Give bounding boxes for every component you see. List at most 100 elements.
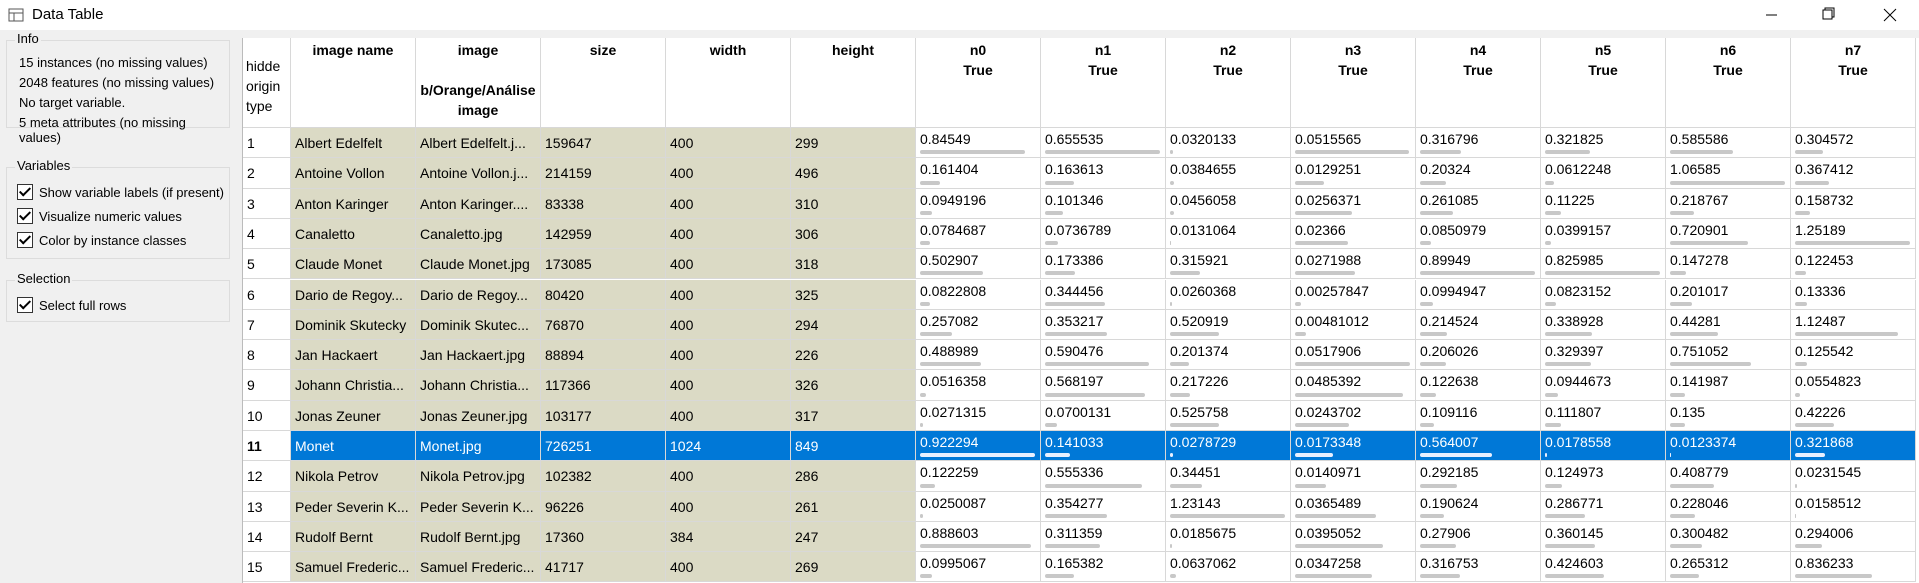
table-cell[interactable]: 0.568197 [1041, 370, 1166, 401]
table-cell[interactable]: 103177 [541, 400, 666, 431]
table-cell[interactable]: 0.292185 [1416, 461, 1541, 492]
row-number[interactable]: 14 [243, 521, 291, 553]
row-number[interactable]: 15 [243, 552, 291, 583]
window-controls[interactable] [1756, 0, 1919, 30]
table-cell[interactable]: 0.0822808 [916, 279, 1041, 310]
table-cell[interactable]: 0.300482 [1666, 521, 1791, 553]
table-cell[interactable]: 0.206026 [1416, 340, 1541, 371]
table-cell[interactable]: 0.836233 [1791, 552, 1916, 583]
table-cell[interactable]: 0.304572 [1791, 128, 1916, 159]
table-cell[interactable]: 400 [666, 218, 791, 250]
table-cell[interactable]: Johann Christia... [291, 370, 416, 401]
table-cell[interactable]: 0.0231545 [1791, 461, 1916, 492]
table-cell[interactable]: 173085 [541, 249, 666, 280]
table-cell[interactable]: 0.141987 [1666, 370, 1791, 401]
table-cell[interactable]: 0.0700131 [1041, 400, 1166, 431]
table-cell[interactable]: Albert Edelfelt.j... [416, 128, 541, 159]
table-cell[interactable]: 400 [666, 552, 791, 583]
table-cell[interactable]: 0.360145 [1541, 521, 1666, 553]
table-cell[interactable]: 0.338928 [1541, 309, 1666, 341]
table-cell[interactable]: 0.286771 [1541, 491, 1666, 522]
table-cell[interactable]: 384 [666, 521, 791, 553]
table-cell[interactable]: Dominik Skutec... [416, 309, 541, 341]
table-cell[interactable]: 400 [666, 158, 791, 189]
table-cell[interactable]: 0.0485392 [1291, 370, 1416, 401]
table-cell[interactable]: 41717 [541, 552, 666, 583]
table-cell[interactable]: 0.00257847 [1291, 279, 1416, 310]
table-cell[interactable]: 0.354277 [1041, 491, 1166, 522]
table-cell[interactable]: 0.0456058 [1166, 188, 1291, 219]
table-cell[interactable]: 849 [791, 431, 916, 462]
column-header[interactable]: n3 True [1291, 38, 1416, 128]
table-cell[interactable]: 0.0995067 [916, 552, 1041, 583]
table-cell[interactable]: 0.217226 [1166, 370, 1291, 401]
table-cell[interactable]: 0.321868 [1791, 431, 1916, 462]
column-header[interactable]: n4 True [1416, 38, 1541, 128]
table-cell[interactable]: Rudolf Bernt.jpg [416, 521, 541, 553]
table-cell[interactable]: 0.353217 [1041, 309, 1166, 341]
table-cell[interactable]: 326 [791, 370, 916, 401]
table-cell[interactable]: 0.0384655 [1166, 158, 1291, 189]
column-header[interactable]: n2 True [1166, 38, 1291, 128]
table-cell[interactable]: 0.141033 [1041, 431, 1166, 462]
table-cell[interactable]: 0.555336 [1041, 461, 1166, 492]
table-cell[interactable]: 0.0515565 [1291, 128, 1416, 159]
row-number[interactable]: 13 [243, 491, 291, 522]
table-cell[interactable]: 0.44281 [1666, 309, 1791, 341]
table-cell[interactable]: 0.122453 [1791, 249, 1916, 280]
table-cell[interactable]: 0.344456 [1041, 279, 1166, 310]
column-header[interactable]: height [791, 38, 916, 128]
table-cell[interactable]: 0.0944673 [1541, 370, 1666, 401]
table-cell[interactable]: 0.261085 [1416, 188, 1541, 219]
table-cell[interactable]: 0.502907 [916, 249, 1041, 280]
table-cell[interactable]: Dominik Skutecky [291, 309, 416, 341]
table-cell[interactable]: 0.590476 [1041, 340, 1166, 371]
table-cell[interactable]: 0.0178558 [1541, 431, 1666, 462]
row-number[interactable]: 4 [243, 218, 291, 250]
row-number[interactable]: 1 [243, 128, 291, 159]
table-cell[interactable]: 0.34451 [1166, 461, 1291, 492]
table-cell[interactable]: 17360 [541, 521, 666, 553]
table-cell[interactable]: 0.0612248 [1541, 158, 1666, 189]
table-cell[interactable]: 0.109116 [1416, 400, 1541, 431]
column-header[interactable]: n7 True [1791, 38, 1916, 128]
table-cell[interactable]: 0.00481012 [1291, 309, 1416, 341]
table-cell[interactable]: 0.311359 [1041, 521, 1166, 553]
table-cell[interactable]: 306 [791, 218, 916, 250]
option-label[interactable]: Select full rows [39, 298, 127, 313]
table-cell[interactable]: 0.163613 [1041, 158, 1166, 189]
table-cell[interactable]: 159647 [541, 128, 666, 159]
table-cell[interactable]: 0.316753 [1416, 552, 1541, 583]
row-number[interactable]: 11 [243, 431, 291, 462]
table-cell[interactable]: 0.488989 [916, 340, 1041, 371]
table-cell[interactable]: 0.0637062 [1166, 552, 1291, 583]
table-cell[interactable]: 0.20324 [1416, 158, 1541, 189]
table-cell[interactable]: 0.0395052 [1291, 521, 1416, 553]
checkbox[interactable] [17, 297, 33, 313]
table-cell[interactable]: 0.0399157 [1541, 218, 1666, 250]
table-cell[interactable]: 0.101346 [1041, 188, 1166, 219]
table-cell[interactable]: 400 [666, 370, 791, 401]
row-number[interactable]: 5 [243, 249, 291, 280]
table-cell[interactable]: 0.158732 [1791, 188, 1916, 219]
table-cell[interactable]: 247 [791, 521, 916, 553]
table-cell[interactable]: 0.0271988 [1291, 249, 1416, 280]
table-cell[interactable]: 0.0256371 [1291, 188, 1416, 219]
table-cell[interactable]: 0.0554823 [1791, 370, 1916, 401]
table-cell[interactable]: 0.135 [1666, 400, 1791, 431]
table-cell[interactable]: 317 [791, 400, 916, 431]
table-cell[interactable]: 0.84549 [916, 128, 1041, 159]
table-cell[interactable]: 0.0850979 [1416, 218, 1541, 250]
table-cell[interactable]: 0.122638 [1416, 370, 1541, 401]
table-cell[interactable]: Jonas Zeuner.jpg [416, 400, 541, 431]
table-cell[interactable]: Anton Karinger.... [416, 188, 541, 219]
table-cell[interactable]: 726251 [541, 431, 666, 462]
table-cell[interactable]: Jan Hackaert.jpg [416, 340, 541, 371]
table-cell[interactable]: 0.0129251 [1291, 158, 1416, 189]
table-cell[interactable]: 0.11225 [1541, 188, 1666, 219]
table-cell[interactable]: Dario de Regoy... [416, 279, 541, 310]
table-cell[interactable]: Claude Monet.jpg [416, 249, 541, 280]
column-header[interactable]: image b/Orange/Análise image [416, 38, 541, 128]
table-cell[interactable]: 80420 [541, 279, 666, 310]
table-cell[interactable]: Antoine Vollon [291, 158, 416, 189]
